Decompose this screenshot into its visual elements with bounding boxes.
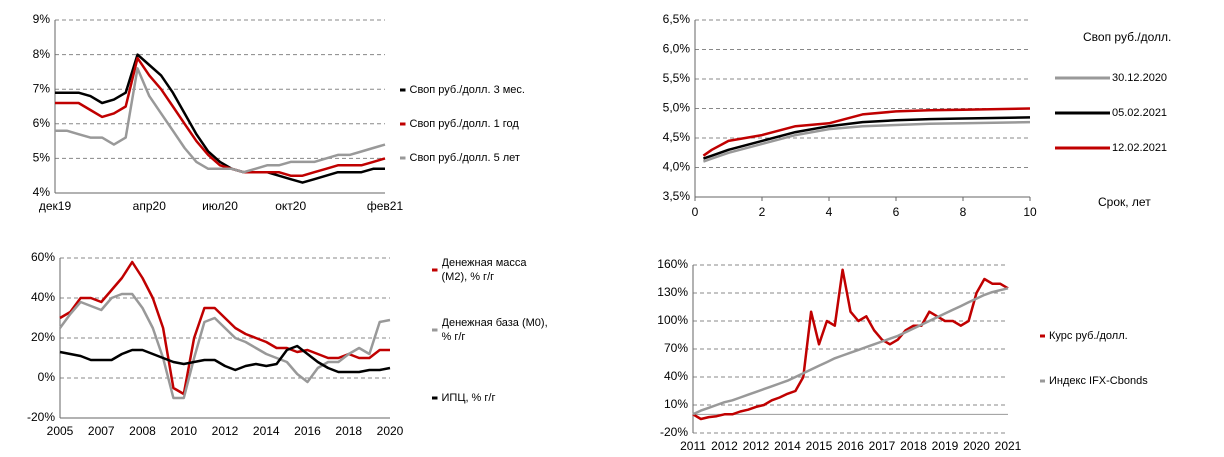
legend-title: Своп руб./долл. [1083,30,1171,44]
y-tick-label: 5,5% [663,71,691,85]
series-line [702,107,1031,157]
y-tick-label: 70% [664,341,688,355]
series-line [692,268,1009,421]
series-line [55,56,386,177]
legend-label: Курс руб./долл. [1049,330,1128,342]
y-tick-label: 40% [664,369,688,383]
x-tick-label: 2015 [806,439,833,453]
y-tick-label: 100% [657,313,688,327]
y-tick-label: 5,0% [663,101,691,115]
y-tick-label: 6% [33,116,51,130]
x-tick-label: 2018 [335,424,362,438]
y-tick-label: 7% [33,81,51,95]
legend-label: Своп руб./долл. 5 лет [409,152,520,164]
series-line [58,292,391,400]
x-tick-label: 2011 [680,439,706,453]
x-tick-label: апр20 [133,199,167,213]
legend-label: 12.02.2021 [1112,142,1168,154]
y-tick-label: 160% [657,257,688,271]
series-line [55,67,386,174]
legend-item: Денежная масса (М2), % г/г [441,257,527,283]
x-tick-label: 2010 [170,424,197,438]
legend-label: Своп руб./долл. 1 год [409,118,519,130]
legend-label: 30.12.2020 [1112,72,1168,84]
series-line [59,260,390,396]
legend-item: 30.12.2020 [1112,72,1168,84]
x-tick-label: 2018 [900,439,927,453]
x-tick-label: 2007 [88,424,115,438]
x-axis-label: Срок, лет [1098,195,1151,209]
legend-label: 05.02.2021 [1112,107,1168,119]
x-tick-label: 2020 [963,439,990,453]
x-tick-label: 4 [826,205,833,219]
y-tick-label: 130% [657,285,688,299]
legend-item: 12.02.2021 [1112,142,1168,154]
x-tick-label: 2014 [774,439,801,453]
y-tick-label: 3,5% [663,189,691,203]
legend-label: Своп руб./долл. 3 мес. [409,84,525,96]
legend-label: Денежная масса (М2), % г/г [441,257,527,283]
x-tick-label: дек19 [39,199,72,213]
legend-item: Денежная база (М0), % г/г [441,317,548,343]
legend-label: Индекс IFX-Cbonds [1049,375,1148,387]
y-tick-label: 0% [38,370,56,384]
y-tick-label: 4% [33,185,51,199]
y-tick-label: 10% [664,397,688,411]
y-tick-label: 60% [31,250,55,264]
x-tick-label: 2016 [294,424,321,438]
x-tick-label: 10 [1023,205,1037,219]
x-tick-label: 2 [759,205,766,219]
y-tick-label: 4,0% [663,160,691,174]
series-line [702,120,1031,163]
y-tick-label: -20% [27,410,55,424]
series-line [55,53,385,184]
y-tick-label: 6,0% [663,42,691,56]
y-tick-label: 20% [31,330,55,344]
y-tick-label: 5% [33,151,51,165]
x-tick-label: 6 [893,205,900,219]
legend-item: Своп руб./долл. 5 лет [409,152,520,164]
x-tick-label: 8 [960,205,967,219]
x-tick-label: 2008 [129,424,156,438]
legend-item: ИПЦ, % г/г [441,392,496,404]
y-tick-label: 4,5% [663,130,691,144]
y-tick-label: 9% [33,12,51,26]
x-tick-label: 2014 [253,424,280,438]
y-tick-label: 8% [33,47,51,61]
legend-item: Индекс IFX-Cbonds [1049,375,1148,387]
x-tick-label: июл20 [202,199,238,213]
legend-item: Своп руб./долл. 1 год [409,118,519,130]
y-tick-label: -20% [660,425,688,439]
x-tick-label: окт20 [275,199,306,213]
x-tick-label: 2017 [869,439,896,453]
x-tick-label: 2012 [743,439,770,453]
legend-label: Денежная база (М0), % г/г [441,317,548,343]
series-line [702,116,1031,160]
x-tick-label: 2019 [932,439,959,453]
y-tick-label: 40% [31,290,55,304]
legend-item: 05.02.2021 [1112,107,1168,119]
x-tick-label: 2020 [377,424,404,438]
x-tick-label: фев21 [367,199,404,213]
series-line [692,287,1009,416]
x-tick-label: 2012 [212,424,239,438]
series-line [59,344,391,374]
legend-label: ИПЦ, % г/г [441,392,496,404]
y-tick-label: 6,5% [663,12,691,26]
x-tick-label: 2012 [711,439,738,453]
x-tick-label: 2021 [995,439,1022,453]
legend-item: Своп руб./долл. 3 мес. [409,84,525,96]
legend-item: Курс руб./долл. [1049,330,1128,342]
x-tick-label: 0 [692,205,699,219]
x-tick-label: 2005 [47,424,74,438]
x-tick-label: 2016 [837,439,864,453]
